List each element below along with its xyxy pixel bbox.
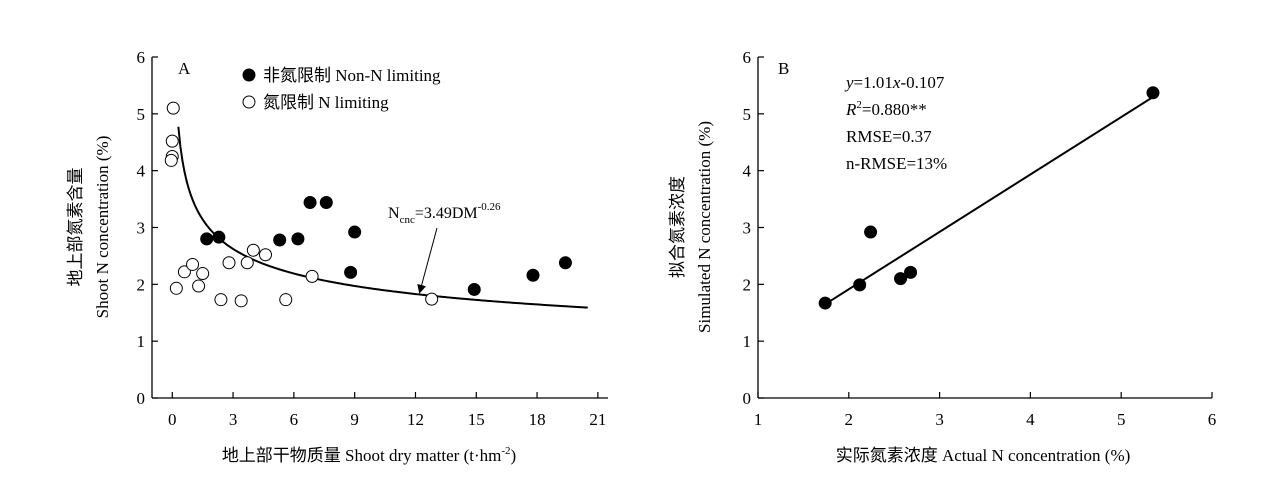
- data-point-open: [246, 243, 260, 257]
- data-point-open: [305, 269, 319, 283]
- data-point-open: [222, 256, 236, 270]
- panel-b-x-ticks: 1 2 3 4 5 6: [754, 392, 1217, 429]
- panel-a-x-ticks: 0 3 6 9 12 15 18 21: [168, 392, 606, 429]
- panel-a-y-label-en: Shoot N concentration (%): [93, 136, 112, 319]
- panel-b-fit-line: [824, 96, 1154, 306]
- data-point-open: [425, 292, 439, 306]
- x-tick-label: 12: [407, 410, 424, 429]
- panel-b-x-label: 实际氮素浓度 Actual N concentration (%): [836, 446, 1131, 465]
- y-tick-label: 3: [137, 219, 146, 238]
- panel-b-equation: y=1.01x-0.107: [844, 73, 945, 92]
- panel-a-curve-equation: Ncnc=3.49DM-0.26: [388, 201, 501, 226]
- x-tick-label: 15: [468, 410, 485, 429]
- panel-a-critical-n-curve: [177, 126, 588, 309]
- panel-b-y-label-cn: 拟合氮素浓度: [668, 176, 687, 278]
- data-point-filled: [212, 230, 226, 244]
- panel-b-data-points: [818, 86, 1160, 310]
- x-tick-label: 2: [845, 410, 854, 429]
- data-point-filled: [526, 268, 540, 282]
- x-tick-label: 3: [229, 410, 238, 429]
- panel-a-y-ticks: 0 1 2 3 4 5 6: [137, 48, 158, 408]
- y-tick-label: 0: [137, 389, 146, 408]
- data-point-filled: [864, 225, 878, 239]
- data-point-filled: [348, 225, 362, 239]
- data-point-filled: [894, 272, 908, 286]
- legend-filled-marker: [242, 68, 256, 82]
- data-point-filled: [818, 296, 832, 310]
- data-point-open: [165, 134, 179, 148]
- data-point-open: [192, 279, 206, 293]
- y-tick-label: 5: [137, 105, 146, 124]
- panel-b-letter: B: [778, 59, 789, 78]
- data-point-filled: [200, 232, 214, 246]
- y-tick-label: 6: [743, 48, 752, 67]
- data-point-open: [234, 294, 248, 308]
- y-tick-label: 2: [743, 275, 752, 294]
- panel-a-legend: 非氮限制 Non-N limiting 氮限制 N limiting: [242, 66, 441, 112]
- panel-b-nrmse: n-RMSE=13%: [846, 154, 947, 173]
- data-point-open: [279, 293, 293, 307]
- data-point-filled: [558, 256, 572, 270]
- x-tick-label: 21: [589, 410, 606, 429]
- y-tick-label: 4: [743, 162, 752, 181]
- data-point-filled: [344, 265, 358, 279]
- legend-filled-label: 非氮限制 Non-N limiting: [263, 66, 441, 85]
- panel-b-rmse: RMSE=0.37: [846, 127, 932, 146]
- data-point-filled: [303, 195, 317, 209]
- data-point-open: [166, 101, 180, 115]
- x-tick-label: 18: [529, 410, 546, 429]
- panel-a-data-points: [164, 101, 572, 308]
- y-tick-label: 5: [743, 105, 752, 124]
- y-tick-label: 0: [743, 389, 752, 408]
- x-tick-label: 9: [350, 410, 359, 429]
- y-tick-label: 3: [743, 219, 752, 238]
- data-point-open: [258, 248, 272, 262]
- x-tick-label: 1: [754, 410, 763, 429]
- x-tick-label: 6: [1208, 410, 1217, 429]
- x-tick-label: 4: [1026, 410, 1035, 429]
- x-tick-label: 5: [1117, 410, 1126, 429]
- data-point-open: [196, 267, 210, 281]
- data-point-open: [177, 265, 191, 279]
- panel-b-r-squared: R2=0.880**: [845, 99, 927, 119]
- panel-a-y-label-cn: 地上部氮素含量: [66, 168, 85, 287]
- data-point-open: [169, 281, 183, 295]
- panel-a-letter: A: [178, 59, 191, 78]
- legend-open-label: 氮限制 N limiting: [263, 93, 389, 112]
- x-tick-label: 3: [935, 410, 944, 429]
- y-tick-label: 4: [137, 162, 146, 181]
- y-tick-label: 6: [137, 48, 146, 67]
- data-point-open: [186, 257, 200, 271]
- y-tick-label: 1: [137, 332, 146, 351]
- data-point-open: [214, 293, 228, 307]
- legend-open-marker: [242, 95, 256, 109]
- data-point-filled: [319, 195, 333, 209]
- panel-a-equation-arrow: [417, 227, 438, 294]
- panel-b-y-label-en: Simulated N concentration (%): [695, 121, 714, 333]
- x-tick-label: 0: [168, 410, 177, 429]
- data-point-filled: [467, 282, 481, 296]
- data-point-open: [164, 153, 178, 167]
- data-point-filled: [904, 265, 918, 279]
- y-tick-label: 1: [743, 332, 752, 351]
- data-point-filled: [273, 233, 287, 247]
- data-point-filled: [853, 278, 867, 292]
- panel-a-x-label: 地上部干物质量 Shoot dry matter (t·hm-2): [222, 445, 516, 465]
- panel-b-y-ticks: 0 1 2 3 4 5 6: [743, 48, 764, 408]
- panel-b-stats: y=1.01x-0.107 R2=0.880** RMSE=0.37 n-RMS…: [844, 73, 947, 173]
- data-point-open: [240, 256, 254, 270]
- data-point-filled: [291, 232, 305, 246]
- data-point-filled: [1146, 86, 1160, 100]
- x-tick-label: 6: [290, 410, 299, 429]
- y-tick-label: 2: [137, 275, 146, 294]
